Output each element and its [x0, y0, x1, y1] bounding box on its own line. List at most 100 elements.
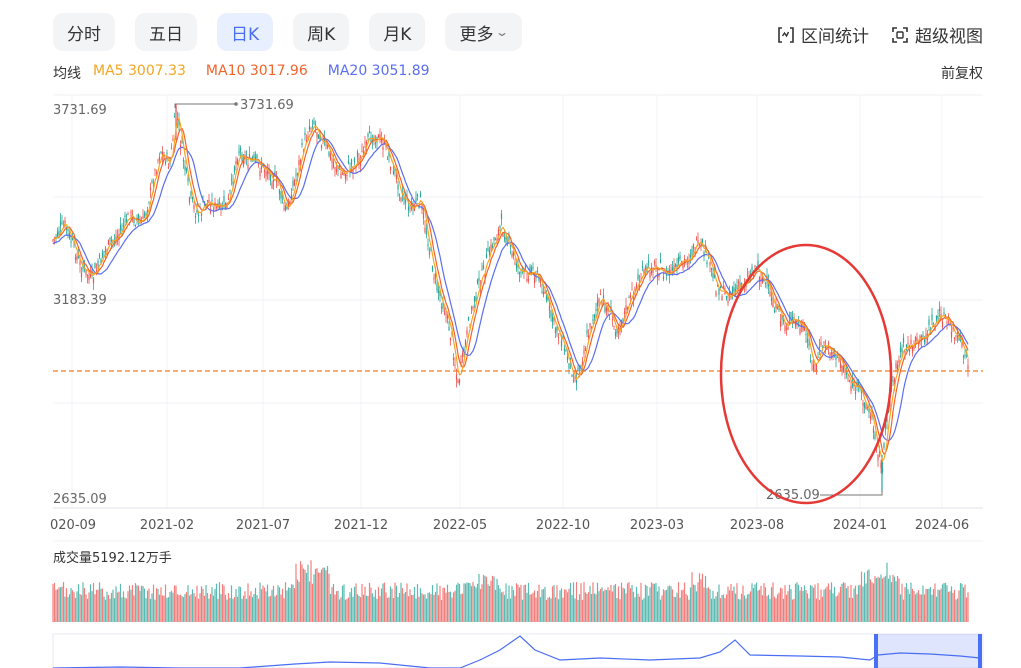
- volume-bar: [184, 594, 186, 622]
- candle-body: [422, 213, 425, 219]
- candle-body: [482, 265, 485, 269]
- volume-bar: [760, 585, 762, 622]
- candle-body: [232, 181, 234, 184]
- volume-bar: [578, 594, 581, 622]
- volume-bar: [901, 583, 903, 622]
- tab-more[interactable]: 更多 ⌄: [445, 13, 522, 51]
- range-navigator[interactable]: [52, 633, 984, 668]
- volume-bar: [595, 594, 597, 622]
- candle-body: [538, 277, 540, 281]
- candle-body: [470, 307, 473, 309]
- candle-body: [563, 348, 566, 351]
- candle-body: [497, 229, 500, 236]
- candle-body: [208, 200, 210, 203]
- volume-bar: [142, 586, 144, 622]
- volume-bar: [244, 591, 246, 622]
- volume-bar: [911, 588, 914, 622]
- volume-bar: [461, 593, 464, 622]
- volume-bar: [934, 583, 936, 622]
- volume-bar: [328, 573, 330, 622]
- time-axis-label: 020-09: [50, 518, 96, 533]
- candle-body: [835, 356, 837, 360]
- candle-body: [739, 282, 741, 287]
- candle-body: [356, 151, 359, 158]
- candle-body: [814, 364, 816, 366]
- volume-bar: [556, 585, 558, 622]
- volume-bar: [811, 585, 813, 622]
- candle-body: [383, 140, 386, 144]
- candle-body: [772, 301, 774, 308]
- volume-bar: [479, 588, 482, 622]
- volume-bar: [647, 595, 650, 622]
- volume-bar: [913, 591, 915, 622]
- volume-bar: [166, 597, 168, 622]
- navigator-right-handle[interactable]: [978, 634, 982, 668]
- candle-body: [736, 284, 738, 290]
- tab-five-day[interactable]: 五日: [135, 13, 197, 51]
- volume-bar: [541, 589, 543, 622]
- candle-body: [845, 371, 848, 375]
- volume-bar: [821, 596, 824, 622]
- candle-body: [866, 407, 869, 409]
- volume-bar: [577, 599, 579, 622]
- volume-bar: [298, 581, 300, 622]
- volume-bar: [98, 582, 101, 622]
- range-stats-button[interactable]: 区间统计: [777, 22, 869, 47]
- price-adjust-toggle[interactable]: 前复权: [941, 66, 983, 82]
- volume-bar: [679, 597, 681, 622]
- candle-body: [676, 264, 678, 269]
- candle-body: [572, 379, 575, 381]
- candle-body: [734, 289, 737, 293]
- candle-body: [358, 157, 360, 162]
- volume-bar: [230, 585, 233, 622]
- volume-bar: [638, 596, 641, 622]
- candle-body: [817, 356, 819, 358]
- tab-monthly-k[interactable]: 月K: [369, 13, 426, 51]
- tab-intraday[interactable]: 分时: [53, 13, 115, 51]
- volume-bar: [178, 595, 180, 622]
- volume-bar: [823, 589, 825, 622]
- volume-bar: [953, 589, 956, 622]
- tab-daily-k[interactable]: 日K: [217, 13, 274, 51]
- candle-body: [347, 160, 350, 164]
- candle-body: [271, 182, 273, 189]
- volume-bar: [92, 583, 95, 622]
- candle-body: [802, 324, 804, 331]
- candle-body: [670, 269, 672, 271]
- volume-bar: [686, 595, 689, 622]
- volume-bar: [485, 576, 488, 622]
- volume-bar: [830, 582, 833, 622]
- super-view-button[interactable]: 超级视图: [891, 22, 983, 47]
- candle-body: [527, 278, 530, 281]
- volume-bar: [683, 582, 686, 622]
- candle-body: [731, 287, 734, 294]
- volume-bar: [841, 583, 843, 622]
- candle-body: [865, 405, 867, 410]
- candle-body: [436, 284, 438, 291]
- candle-body: [554, 328, 557, 334]
- candle-body: [875, 448, 878, 450]
- navigator-left-handle[interactable]: [874, 634, 878, 668]
- volume-bar: [565, 589, 567, 622]
- candle-body: [832, 352, 834, 358]
- navigator-selection[interactable]: [876, 634, 980, 668]
- candle-body: [227, 198, 230, 200]
- low-marker-label: 2635.09: [766, 488, 820, 503]
- candle-body: [79, 261, 81, 265]
- volume-bar: [370, 587, 372, 622]
- candle-body: [622, 318, 624, 321]
- volume-bar: [71, 590, 74, 622]
- volume-bar: [431, 584, 434, 622]
- volume-bar: [304, 569, 306, 622]
- time-axis-label: 2023-08: [730, 518, 784, 533]
- tab-weekly-k[interactable]: 周K: [293, 13, 350, 51]
- candle-body: [398, 193, 401, 195]
- volume-bar: [734, 593, 737, 622]
- candle-body: [557, 336, 560, 339]
- candle-body: [925, 334, 927, 339]
- candle-body: [841, 366, 843, 372]
- volume-bar: [925, 588, 927, 622]
- volume-bar: [535, 597, 537, 622]
- candle-body: [301, 143, 303, 146]
